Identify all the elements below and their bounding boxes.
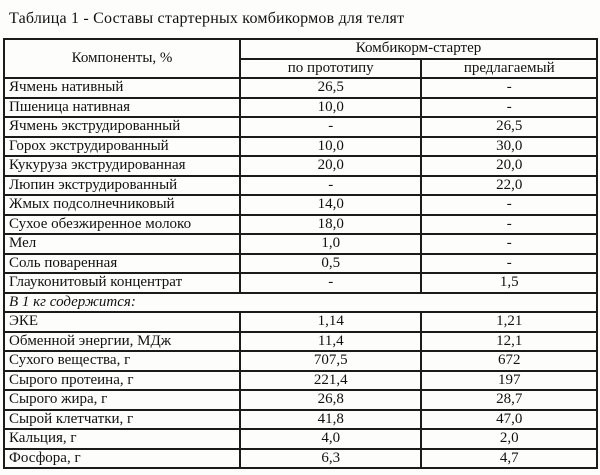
table-row: Сырого жира, г 26,8 28,7 bbox=[3, 389, 598, 411]
row-label: Сырой клетчатки, г bbox=[3, 408, 241, 430]
table-row: Сырой клетчатки, г 41,8 47,0 bbox=[3, 408, 598, 430]
row-label: Мел bbox=[3, 233, 241, 255]
proposed-value: - bbox=[420, 96, 598, 118]
row-label: Горох экструдированный bbox=[3, 135, 241, 157]
row-label: Фосфора, г bbox=[3, 447, 241, 469]
prototype-value: 0,5 bbox=[238, 252, 423, 274]
row-label: Сухое обезжиренное молоко bbox=[3, 213, 241, 235]
prototype-value: 10,0 bbox=[238, 96, 423, 118]
proposed-value: 47,0 bbox=[420, 408, 598, 430]
table-row: Пшеница нативная 10,0- bbox=[3, 96, 598, 118]
prototype-value: 6,3 bbox=[238, 447, 423, 469]
table-caption: Таблица 1 - Составы стартерных комбикорм… bbox=[9, 10, 405, 27]
row-label: Ячмень экструдированный bbox=[3, 116, 241, 138]
proposed-value: 12,1 bbox=[420, 330, 598, 352]
table-row: Сырого протеина, г 221,4 197 bbox=[3, 369, 598, 391]
table-row: Соль поваренная 0,5- bbox=[3, 252, 598, 274]
prototype-value: 18,0 bbox=[238, 213, 423, 235]
proposed-value: 30,0 bbox=[420, 135, 598, 157]
proposed-value: 28,7 bbox=[420, 389, 598, 411]
row-label: Люпин экструдированный bbox=[3, 174, 241, 196]
row-label: Пшеница нативная bbox=[3, 96, 241, 118]
table-row: Горох экструдированный 10,0 30,0 bbox=[3, 135, 598, 157]
prototype-value: 1,0 bbox=[238, 233, 423, 255]
prototype-value: 10,0 bbox=[238, 135, 423, 157]
table-row: ЭКЕ 1,14 1,21 bbox=[3, 311, 598, 333]
row-label: Кальция, г bbox=[3, 428, 241, 450]
proposed-value: - bbox=[420, 252, 598, 274]
proposed-value: 1,21 bbox=[420, 311, 598, 333]
proposed-value: 4,7 bbox=[420, 447, 598, 469]
proposed-value: 22,0 bbox=[420, 174, 598, 196]
table-row: Обменной энергии, МДж 11,4 12,1 bbox=[3, 330, 598, 352]
proposed-value: 20,0 bbox=[420, 155, 598, 177]
table-header: Компоненты, % Комбикорм-стартер по прото… bbox=[3, 38, 598, 79]
row-label: Глауконитовый концентрат bbox=[3, 272, 241, 294]
prototype-value: 26,8 bbox=[238, 389, 423, 411]
table-row: Люпин экструдированный -22,0 bbox=[3, 174, 598, 196]
feed-composition-table: Компоненты, % Комбикорм-стартер по прото… bbox=[3, 38, 598, 469]
prototype-value: 4,0 bbox=[238, 428, 423, 450]
prototype-value: 20,0 bbox=[238, 155, 423, 177]
prototype-value: 221,4 bbox=[238, 369, 423, 391]
col-header-prototype: по прототипу bbox=[238, 57, 423, 79]
header-row-group: Компоненты, % Комбикорм-стартер bbox=[3, 38, 598, 79]
proposed-value: 26,5 bbox=[420, 116, 598, 138]
section-label: В 1 кг содержится: bbox=[3, 291, 598, 313]
table-row: Ячмень экструдированный -26,5 bbox=[3, 116, 598, 138]
row-label: Сырого жира, г bbox=[3, 389, 241, 411]
row-label: Соль поваренная bbox=[3, 252, 241, 274]
table-row: Глауконитовый концентрат -1,5 bbox=[3, 272, 598, 294]
proposed-value: - bbox=[420, 77, 598, 99]
row-label: ЭКЕ bbox=[3, 311, 241, 333]
prototype-value: 26,5 bbox=[238, 77, 423, 99]
table-row: Кальция, г 4,0 2,0 bbox=[3, 428, 598, 450]
table-body: Ячмень нативный 26,5- Пшеница нативная 10,0… bbox=[3, 77, 598, 469]
col-header-components: Компоненты, % bbox=[3, 38, 241, 79]
proposed-value: 197 bbox=[420, 369, 598, 391]
table-row: Кукуруза экструдированная 20,0 20,0 bbox=[3, 155, 598, 177]
prototype-value: 11,4 bbox=[238, 330, 423, 352]
row-label: Сухого вещества, г bbox=[3, 350, 241, 372]
row-label: Обменной энергии, МДж bbox=[3, 330, 241, 352]
proposed-value: - bbox=[420, 233, 598, 255]
table-row: Сухого вещества, г 707,5 672 bbox=[3, 350, 598, 372]
proposed-value: - bbox=[420, 194, 598, 216]
prototype-value: - bbox=[238, 116, 423, 138]
prototype-value: 707,5 bbox=[238, 350, 423, 372]
prototype-value: - bbox=[238, 174, 423, 196]
proposed-value: 672 bbox=[420, 350, 598, 372]
proposed-value: 1,5 bbox=[420, 272, 598, 294]
table-row: Ячмень нативный 26,5- bbox=[3, 77, 598, 99]
prototype-value: 14,0 bbox=[238, 194, 423, 216]
proposed-value: - bbox=[420, 213, 598, 235]
table-row: Мел 1,0- bbox=[3, 233, 598, 255]
section-row: В 1 кг содержится: bbox=[3, 291, 598, 313]
table-row: Фосфора, г 6,3 4,7 bbox=[3, 447, 598, 469]
proposed-value: 2,0 bbox=[420, 428, 598, 450]
row-label: Кукуруза экструдированная bbox=[3, 155, 241, 177]
col-header-group: Комбикорм-стартер bbox=[239, 38, 598, 60]
prototype-value: - bbox=[238, 272, 423, 294]
row-label: Сырого протеина, г bbox=[3, 369, 241, 391]
table-row: Жмых подсолнечниковый 14,0- bbox=[3, 194, 598, 216]
row-label: Жмых подсолнечниковый bbox=[3, 194, 241, 216]
prototype-value: 1,14 bbox=[238, 311, 423, 333]
col-header-proposed: предлагаемый bbox=[420, 57, 598, 79]
table-row: Сухое обезжиренное молоко 18,0- bbox=[3, 213, 598, 235]
prototype-value: 41,8 bbox=[238, 408, 423, 430]
row-label: Ячмень нативный bbox=[3, 77, 241, 99]
